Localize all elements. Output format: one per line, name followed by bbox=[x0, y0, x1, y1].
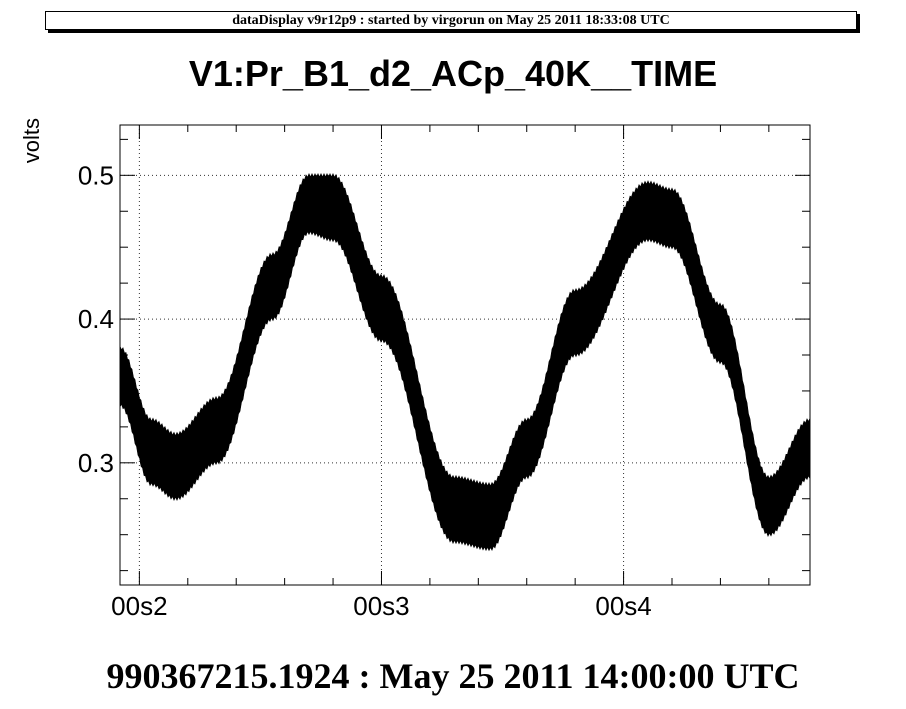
y-axis-label: volts bbox=[19, 118, 44, 163]
x-tick-label: 00s3 bbox=[353, 591, 409, 621]
run-info-header: dataDisplay v9r12p9 : started by virgoru… bbox=[45, 11, 857, 30]
chart-title: V1:Pr_B1_d2_ACp_40K__TIME bbox=[188, 53, 718, 94]
grid-lines bbox=[120, 125, 810, 585]
y-tick-label: 0.5 bbox=[78, 160, 114, 190]
y-tick-labels: 0.3 0.4 0.5 bbox=[78, 160, 114, 478]
x-tick-labels: 00s2 00s3 00s4 bbox=[111, 591, 652, 621]
signal-trace bbox=[119, 172, 811, 552]
x-tick-label: 00s2 bbox=[111, 591, 167, 621]
x-tick-label: 00s4 bbox=[595, 591, 651, 621]
y-tick-label: 0.4 bbox=[78, 304, 114, 334]
y-tick-label: 0.3 bbox=[78, 448, 114, 478]
gps-time-label: 990367215.1924 : May 25 2011 14:00:00 UT… bbox=[106, 656, 800, 696]
signal-band bbox=[119, 172, 811, 552]
axis-ticks bbox=[120, 125, 810, 585]
